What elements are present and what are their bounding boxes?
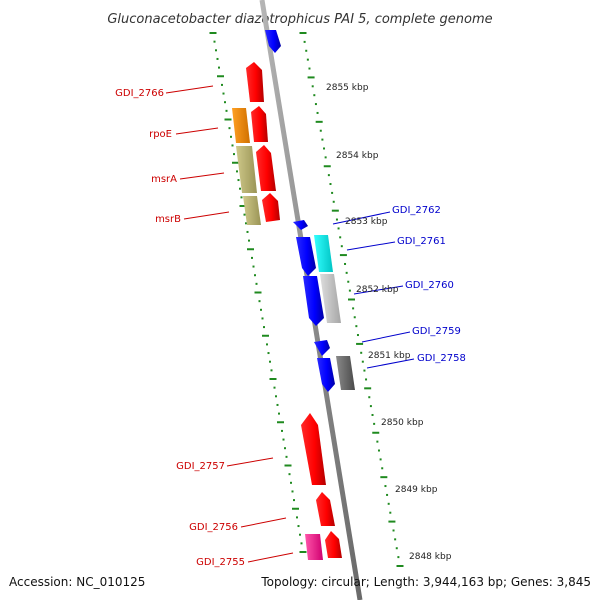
map-title: Gluconacetobacter diazotrophicus PAI 5, … [107,12,492,27]
position-ticks [209,32,404,567]
kbp-label-2851: 2851 kbp [368,351,411,361]
kbp-label-2854: 2854 kbp [336,151,379,161]
gene-box-msra-feature [236,146,257,193]
gene-box-gdi2755-feature [305,534,323,560]
gene-label-msra: msrA [151,174,177,185]
gene-arrow-gdi2760 [303,276,324,326]
kbp-label-2852: 2852 kbp [356,285,399,295]
gene-arrow-msra [256,145,276,191]
gene-box-rpoe-feature [232,108,250,143]
kbp-label-2853: 2853 kbp [345,217,388,227]
gene-label-gdi2762: GDI_2762 [392,205,441,216]
gene-label-gdi2758: GDI_2758 [417,353,466,364]
gene-arrow-gdi2761 [296,237,316,276]
gene-box-gdi2758-feature [336,356,355,390]
gene-arrow-gdi2755 [325,531,342,558]
gene-arrow-rpoe [251,106,268,142]
left-leader-lines [165,85,294,563]
kbp-label-2855: 2855 kbp [326,83,369,93]
accession-text: Accession: NC_010125 [9,575,145,589]
gene-label-msrb: msrB [155,214,181,225]
gene-box-gdi2760-feature [320,274,341,323]
gene-arrow-gdi2759 [314,340,330,356]
right-leader-lines [332,211,415,369]
gene-label-gdi2766: GDI_2766 [115,88,164,99]
gene-label-gdi2756: GDI_2756 [189,522,238,533]
gene-arrow-msrb [262,193,280,222]
kbp-label-2849: 2849 kbp [395,485,438,495]
gene-box-gdi2761-feature [314,235,333,272]
gene-arrow-gdi2762 [293,220,308,230]
gene-arrow-gdi2766 [246,62,264,102]
gene-box-msrb-feature [243,196,261,225]
gene-arrow-top-partial [265,30,281,53]
gene-label-gdi2759: GDI_2759 [412,326,461,337]
gene-label-gdi2761: GDI_2761 [397,236,446,247]
gene-label-gdi2755: GDI_2755 [196,557,245,568]
gene-arrow-gdi2758 [317,358,335,392]
topology-text: Topology: circular; Length: 3,944,163 bp… [260,575,591,589]
kbp-label-2848: 2848 kbp [409,552,452,562]
gene-arrow-gdi2757 [301,413,326,485]
kbp-label-2850: 2850 kbp [381,418,424,428]
gene-label-gdi2760: GDI_2760 [405,280,454,291]
gene-label-rpoe: rpoE [149,129,172,140]
gene-label-gdi2757: GDI_2757 [176,461,225,472]
gene-arrow-gdi2756 [316,492,335,526]
